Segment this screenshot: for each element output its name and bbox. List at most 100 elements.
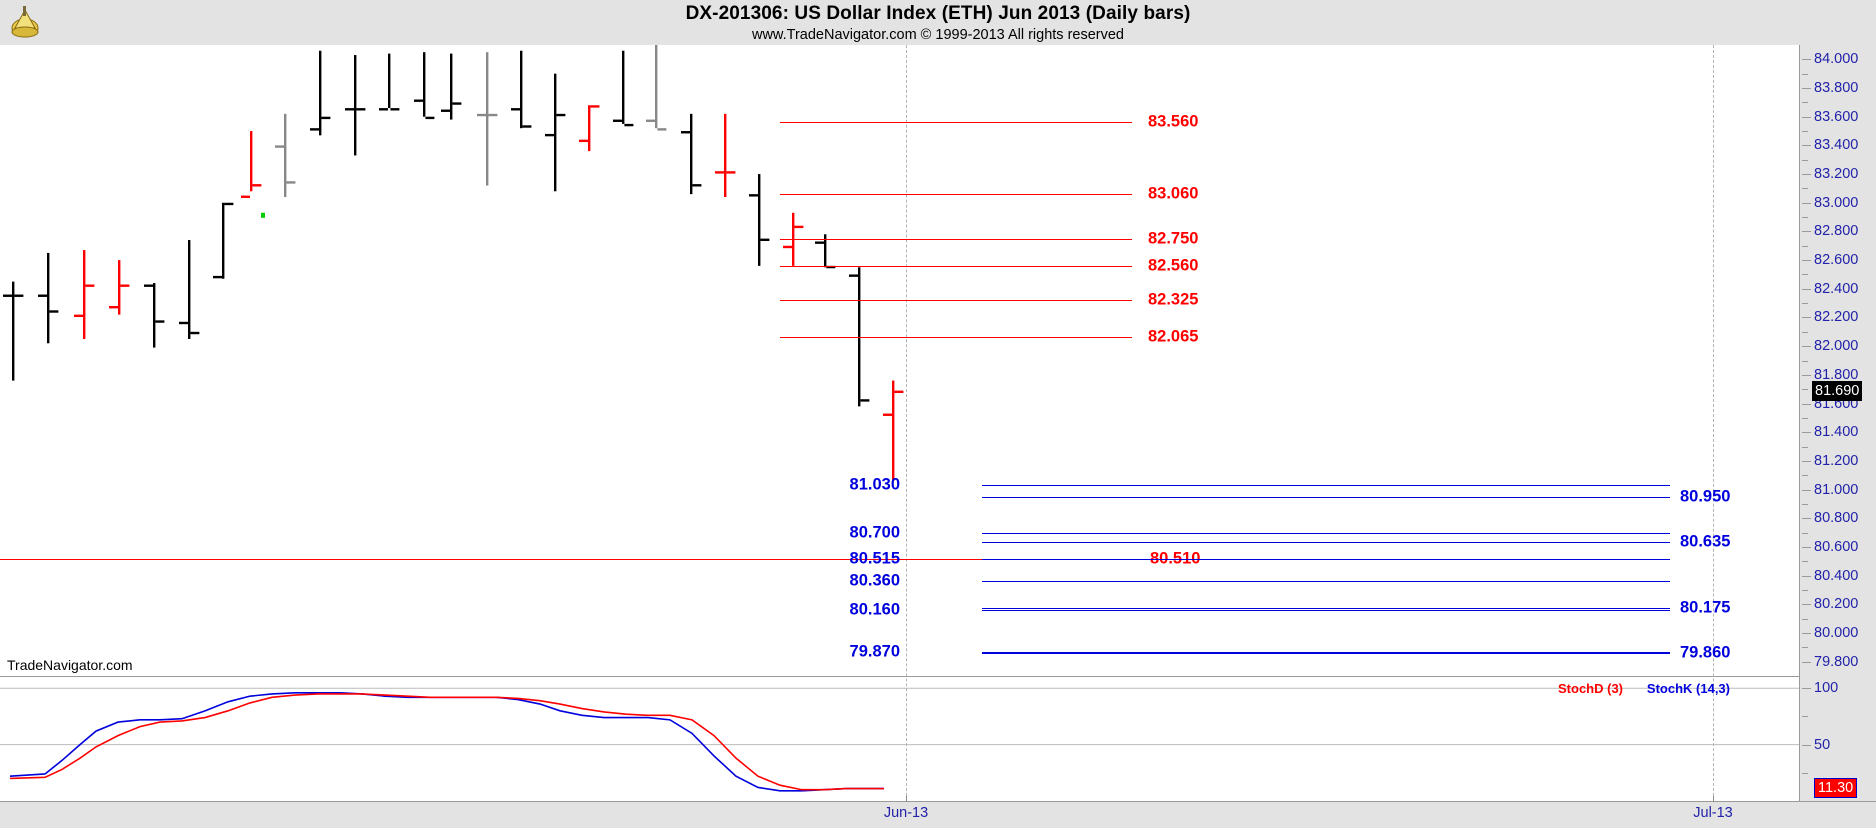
- price-axis-tick: [1802, 432, 1811, 434]
- price-axis-tick: [1802, 518, 1811, 520]
- header-band: [0, 0, 1876, 45]
- ohlc-bar: [815, 234, 836, 269]
- price-axis-tick-label: 82.800: [1814, 223, 1859, 240]
- support-line[interactable]: [982, 610, 1670, 612]
- support-line[interactable]: [982, 532, 1670, 534]
- ohlc-bar: [241, 131, 262, 198]
- price-axis-minor-tick: [1802, 389, 1808, 391]
- resistance-level-label: 83.560: [1148, 112, 1199, 131]
- support-level-label-left: 80.360: [849, 571, 900, 590]
- price-axis-minor-tick: [1802, 217, 1808, 219]
- price-axis-tick: [1802, 604, 1811, 606]
- price-axis-tick-label: 80.600: [1814, 538, 1859, 555]
- indicator-series-line: [9, 691, 884, 792]
- price-axis-minor-tick: [1802, 102, 1808, 104]
- trade-navigator-logo-icon: [8, 2, 42, 42]
- price-plot: [3, 45, 904, 481]
- stoch-k-legend: StochK (14,3): [1646, 681, 1730, 696]
- indicator-series-line: [9, 693, 884, 791]
- resistance-line[interactable]: [780, 122, 1132, 124]
- ohlc-bar: [213, 202, 234, 279]
- resistance-line[interactable]: [780, 194, 1132, 196]
- resistance-level-label: 82.750: [1148, 229, 1199, 248]
- price-axis-minor-tick: [1802, 131, 1808, 133]
- price-axis-minor-tick: [1802, 159, 1808, 161]
- price-axis-tick-label: 81.400: [1814, 424, 1859, 441]
- ohlc-bar: [345, 55, 366, 156]
- resistance-level-label: 83.060: [1148, 184, 1199, 203]
- price-axis-tick: [1802, 346, 1811, 348]
- price-axis-minor-tick: [1802, 360, 1808, 362]
- support-line[interactable]: [982, 652, 1670, 655]
- price-axis-minor-tick: [1802, 532, 1808, 534]
- price-axis-tick-label: 80.400: [1814, 567, 1859, 584]
- price-axis-minor-tick: [1802, 561, 1808, 563]
- price-axis-column[interactable]: [1799, 45, 1876, 801]
- date-axis-band: [0, 801, 1876, 828]
- support-line[interactable]: [982, 559, 1670, 561]
- price-axis-tick: [1802, 145, 1811, 147]
- price-axis-tick: [1802, 460, 1811, 462]
- support-line[interactable]: [982, 496, 1670, 498]
- resistance-level-label: 82.065: [1148, 327, 1199, 346]
- ohlc-bar: [477, 52, 498, 186]
- support-level-label-right: 80.950: [1680, 487, 1731, 506]
- price-axis-minor-tick: [1802, 503, 1808, 505]
- ohlc-bar: [414, 52, 435, 120]
- price-axis-minor-tick: [1802, 245, 1808, 247]
- price-axis-tick-label: 83.800: [1814, 80, 1859, 97]
- price-axis-tick-label: 80.000: [1814, 624, 1859, 641]
- price-axis-tick: [1802, 632, 1811, 634]
- price-axis-tick: [1802, 260, 1811, 262]
- ohlc-bar: [109, 260, 130, 315]
- ohlc-bar: [646, 45, 667, 131]
- support-line[interactable]: [982, 484, 1670, 486]
- resistance-level-label: 82.325: [1148, 290, 1199, 309]
- resistance-line[interactable]: [780, 336, 1132, 338]
- support-level-label-left: 79.870: [849, 642, 900, 661]
- support-line[interactable]: [982, 607, 1670, 609]
- price-axis-minor-tick: [1802, 475, 1808, 477]
- jul-13-guide: [1713, 45, 1715, 801]
- ohlc-bar: [74, 250, 95, 339]
- chart-title: DX-201306: US Dollar Index (ETH) Jun 201…: [685, 3, 1191, 24]
- price-axis-tick: [1802, 575, 1811, 577]
- price-axis-tick-label: 84.000: [1814, 51, 1859, 68]
- price-axis-tick-label: 81.200: [1814, 452, 1859, 469]
- support-line[interactable]: [982, 541, 1670, 543]
- price-axis-minor-tick: [1802, 446, 1808, 448]
- support-level-label-left: 81.030: [849, 475, 900, 494]
- price-axis-tick: [1802, 231, 1811, 233]
- ohlc-bar: [579, 105, 600, 152]
- price-axis-minor-tick: [1802, 589, 1808, 591]
- support-level-label-right: 79.860: [1680, 643, 1731, 662]
- price-axis-tick-label: 81.800: [1814, 366, 1859, 383]
- ohlc-bar: [749, 174, 770, 266]
- resistance-level-label: 82.560: [1148, 256, 1199, 275]
- price-axis-tick-label: 80.200: [1814, 596, 1859, 613]
- resistance-line[interactable]: [780, 299, 1132, 301]
- ohlc-bar: [275, 113, 296, 198]
- long-resistance-line[interactable]: [0, 559, 1670, 561]
- stochastic-indicator-pane[interactable]: [0, 677, 1800, 801]
- price-axis-tick: [1802, 489, 1811, 491]
- ohlc-bar: [681, 113, 702, 195]
- support-level-label-left: 80.700: [849, 523, 900, 542]
- ohlc-bar: [310, 50, 331, 136]
- support-level-label-left: 80.160: [849, 600, 900, 619]
- jun-13-guide: [906, 45, 908, 801]
- price-axis-tick-label: 83.000: [1814, 194, 1859, 211]
- ohlc-bar: [613, 50, 634, 127]
- resistance-line[interactable]: [780, 238, 1132, 240]
- green-marker-icon: [261, 212, 265, 218]
- watermark-text: TradeNavigator.com: [7, 657, 133, 673]
- resistance-line[interactable]: [780, 265, 1132, 267]
- price-pane[interactable]: [0, 45, 1800, 677]
- indicator-axis-minor-tick: [1802, 716, 1808, 718]
- price-axis-tick: [1802, 174, 1811, 176]
- support-line[interactable]: [982, 581, 1670, 583]
- indicator-axis-tick: [1802, 688, 1811, 690]
- price-axis-tick: [1802, 59, 1811, 61]
- ohlc-bar: [179, 240, 200, 339]
- price-axis-tick-label: 83.400: [1814, 137, 1859, 154]
